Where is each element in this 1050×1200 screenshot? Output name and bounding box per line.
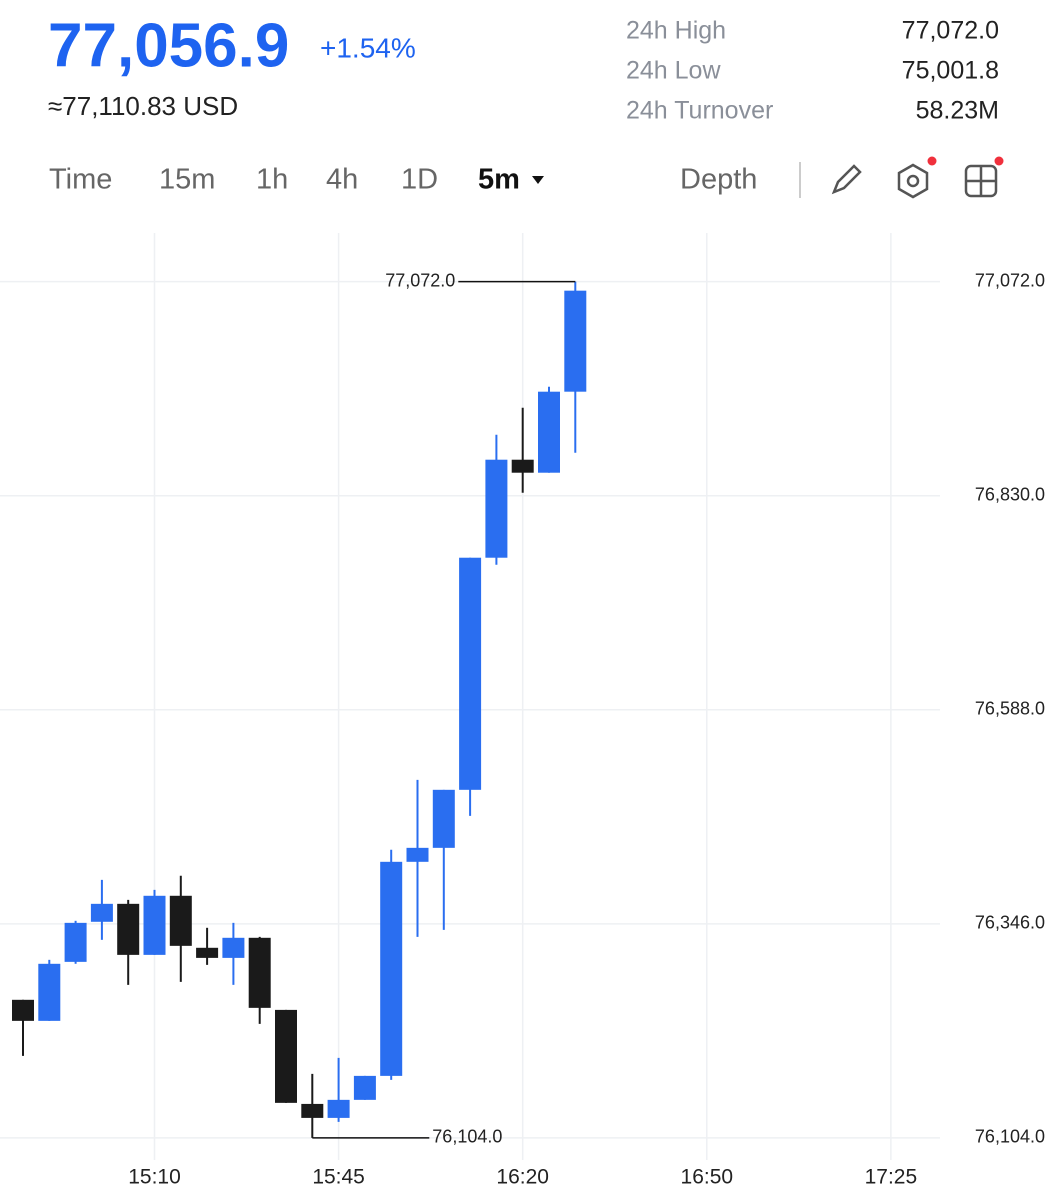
dropdown-caret[interactable] xyxy=(532,176,544,184)
candle-body xyxy=(327,1099,350,1118)
annotation-label: 76,104.0 xyxy=(432,1127,502,1147)
candle-body xyxy=(485,459,508,558)
notification-dot xyxy=(994,156,1004,166)
x-tick-label: 16:50 xyxy=(681,1166,734,1189)
x-tick-label: 15:10 xyxy=(128,1166,181,1189)
candle-body xyxy=(432,789,455,848)
y-tick-label: 76,588.0 xyxy=(975,699,1045,719)
candle-body xyxy=(248,937,271,1008)
tab[interactable]: 1D xyxy=(401,164,438,196)
layout-icon-grid xyxy=(966,166,996,196)
candle-body xyxy=(90,903,113,922)
candle-body xyxy=(196,947,219,958)
candle-body xyxy=(564,290,587,392)
candle-body xyxy=(511,459,534,473)
annotation-label: 77,072.0 xyxy=(385,270,455,290)
candle-body xyxy=(275,1009,297,1103)
tabs: Time 15m 1h 4h 1D 5m Depth xyxy=(49,164,757,196)
y-tick-label: 76,830.0 xyxy=(975,484,1045,504)
candle-body xyxy=(117,903,140,955)
tab[interactable]: Depth xyxy=(680,164,757,196)
y-tick-label: 76,104.0 xyxy=(975,1127,1045,1147)
candle-body xyxy=(353,1075,376,1100)
stat-label: 24h Turnover xyxy=(626,97,773,125)
candle-body xyxy=(222,937,245,958)
candle-body xyxy=(406,847,429,862)
settings-icon[interactable] xyxy=(897,163,929,199)
tab[interactable]: 1h xyxy=(256,164,288,196)
candle-body xyxy=(538,391,560,473)
x-tick-label: 15:45 xyxy=(312,1166,365,1189)
stat-value: 77,072.0 xyxy=(902,17,999,45)
candle-body xyxy=(169,895,192,946)
candle-body xyxy=(380,861,403,1076)
chart: 76,104.0 76,346.0 76,588.0 76,830.0 77,072.0… xyxy=(0,233,1045,1189)
toolbar-icons xyxy=(831,163,998,199)
stat-value: 75,001.8 xyxy=(902,57,999,85)
usd-price: ≈77,110.83 USD xyxy=(48,91,238,121)
stats: 24h High 77,072.0 24h Low 75,001.8 24h Turno… xyxy=(626,17,999,125)
stat-label: 24h High xyxy=(626,17,726,45)
candle-body xyxy=(459,557,482,790)
candle-body xyxy=(12,999,34,1021)
settings-icon-center xyxy=(906,174,920,188)
candle-body xyxy=(143,895,166,955)
stat-value: 58.23M xyxy=(916,97,999,125)
y-tick-label: 77,072.0 xyxy=(975,270,1045,290)
candle-body xyxy=(64,922,87,962)
candle-body xyxy=(38,963,61,1021)
price-change: +1.54% xyxy=(320,32,416,63)
x-tick-label: 17:25 xyxy=(865,1166,918,1189)
last-price: 77,056.9 xyxy=(48,11,289,80)
tab[interactable]: 4h xyxy=(326,164,358,196)
stat-label: 24h Low xyxy=(626,57,721,85)
tab[interactable]: 5m xyxy=(478,164,520,196)
tab[interactable]: 15m xyxy=(159,164,215,196)
tab[interactable]: Time xyxy=(49,164,112,196)
candle-body xyxy=(301,1103,324,1118)
draw-icon[interactable] xyxy=(831,164,862,195)
y-tick-label: 76,346.0 xyxy=(975,913,1045,933)
notification-dot xyxy=(927,156,937,166)
x-tick-label: 16:20 xyxy=(496,1166,549,1189)
